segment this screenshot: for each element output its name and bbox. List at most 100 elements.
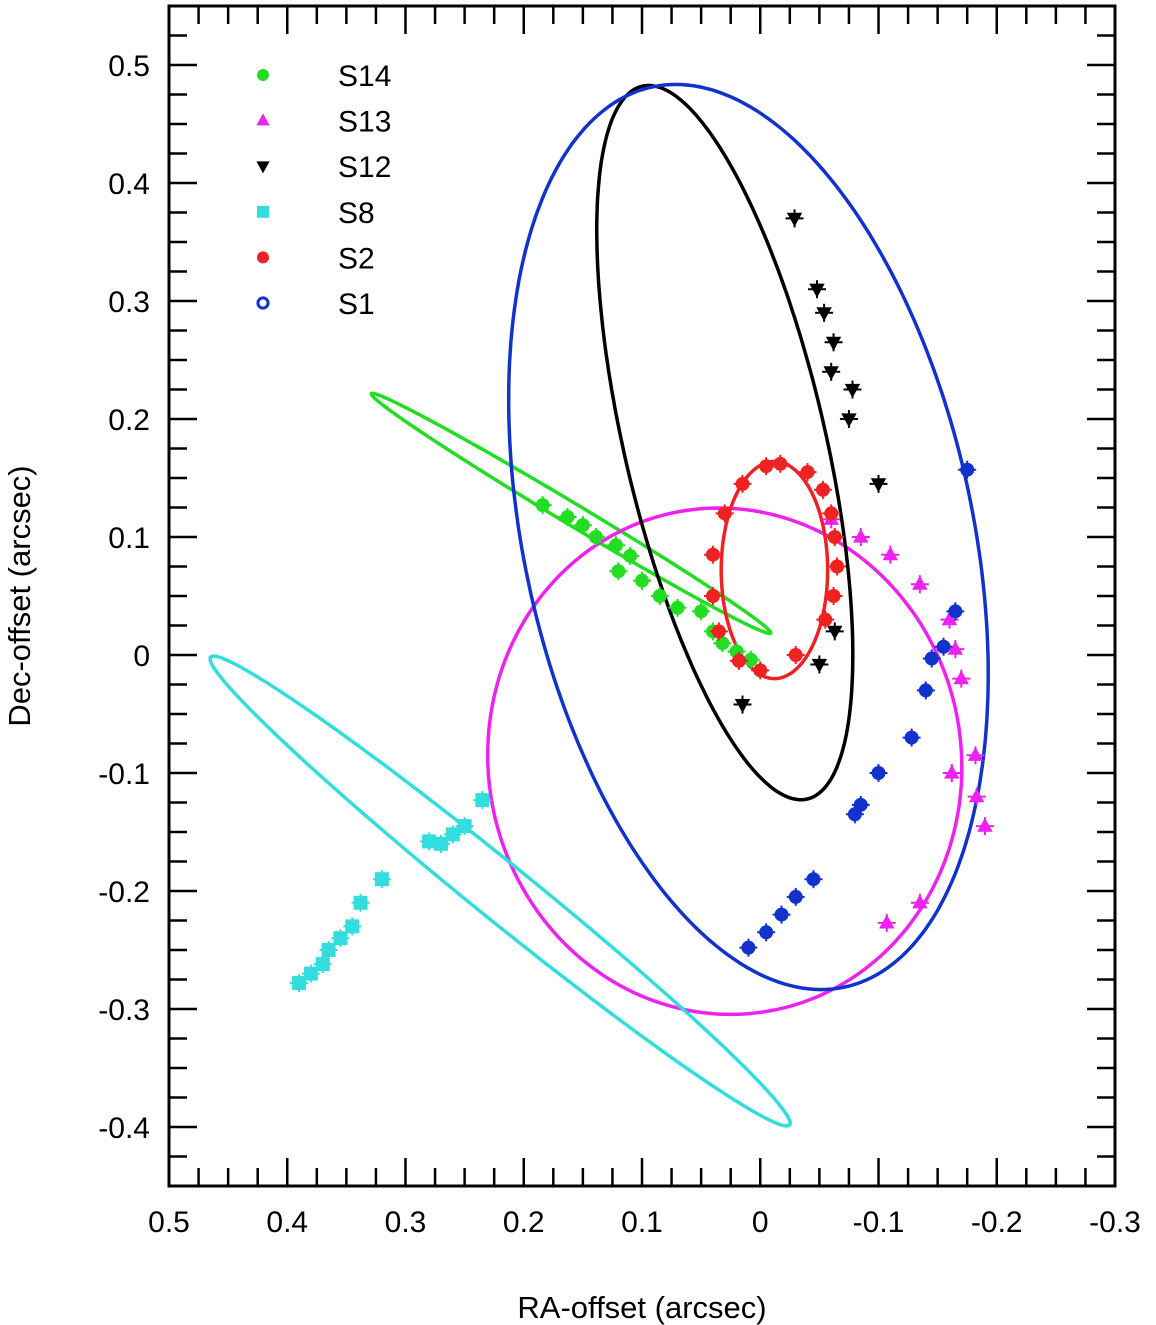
point-s2 [735,476,750,491]
point-s13 [912,894,928,909]
y-tick-label: 0.2 [108,404,150,437]
legend-label-s8: S8 [338,197,375,230]
point-s2 [818,612,833,627]
plot-frame [167,4,1117,1188]
point-s2 [773,456,788,471]
y-axis-label: Dec-offset (arcsec) [2,465,37,726]
legend-label-s13: S13 [338,106,391,139]
point-s2 [788,648,803,662]
x-tick-label: 0.3 [385,1206,427,1239]
y-tick-label: 0.1 [108,522,150,555]
point-s8 [303,966,318,981]
y-tick-label: 0.4 [108,168,150,201]
point-s2 [815,482,830,497]
point-s8 [445,827,460,842]
point-s2 [717,506,732,521]
point-s12 [841,413,857,428]
point-s13 [953,670,969,685]
legend-label-s14: S14 [338,60,391,93]
point-s2 [800,465,815,480]
y-tick-label: 0.5 [108,50,150,83]
point-s1 [948,604,963,619]
point-s13 [879,914,895,929]
orbit-curves [208,82,990,1128]
legend-label-s1: S1 [338,288,375,321]
point-s1 [788,889,803,904]
point-s12 [734,698,751,713]
orbit-s1 [506,82,990,992]
legend-marker-s14 [257,69,269,81]
x-tick-label: 0.5 [148,1206,190,1239]
point-s2 [705,547,720,562]
point-s13 [941,611,958,626]
point-s1 [806,872,821,887]
x-tick-label: 0.4 [266,1206,308,1239]
point-s12 [786,212,803,227]
point-s14 [670,600,685,615]
point-s1 [918,683,933,698]
point-s12 [811,658,828,673]
point-s8 [353,895,368,910]
point-s14 [560,509,575,524]
point-s14 [635,573,649,588]
legend-marker-s8 [257,205,269,218]
point-s12 [816,307,832,322]
legend-marker-s1 [256,296,270,310]
point-s2 [731,653,746,668]
point-s1 [904,730,919,745]
x-tick-label: -0.1 [853,1206,905,1239]
point-s14 [715,636,730,651]
point-s1 [936,639,951,654]
point-s13 [947,640,964,655]
point-s13 [968,788,985,803]
orbit-s13 [485,506,964,1017]
point-s8 [292,976,307,991]
point-s13 [944,764,960,779]
point-s14 [694,604,709,619]
point-s2 [753,663,768,678]
point-s14 [743,652,758,667]
point-s1 [774,907,789,922]
point-s1 [847,807,862,822]
point-s13 [912,575,928,590]
point-s1 [871,766,886,780]
point-s12 [870,478,887,493]
point-s8 [457,819,472,834]
x-tick-label: 0.2 [503,1206,545,1239]
point-s8 [374,872,389,887]
legend-marker-s12 [256,161,270,174]
point-s14 [535,498,550,513]
x-tick-label: -0.3 [1089,1206,1141,1239]
point-s14 [588,530,603,544]
orbit-s8 [208,654,792,1128]
legend-label-s12: S12 [338,151,391,184]
point-s13 [977,817,993,832]
x-tick-labels: 0.5 0.4 0.3 0.2 0.1 0 -0.1 -0.2 -0.3 [148,1206,1141,1239]
point-s14 [623,548,638,563]
x-tick-label: -0.2 [971,1206,1023,1239]
x-axis-label: RA-offset (arcsec) [517,1290,766,1325]
y-tick-label: -0.4 [98,1112,150,1145]
y-tick-label: 0 [133,640,150,673]
point-s8 [433,836,448,851]
point-s13 [853,528,869,543]
y-tick-labels: 0.5 0.4 0.3 0.2 0.1 0 -0.1 -0.2 -0.3 -0.4 [98,50,150,1145]
point-s8 [475,793,490,808]
point-s8 [345,919,360,934]
point-s2 [830,559,845,574]
point-s12 [844,383,861,398]
point-s2 [827,530,842,544]
legend-marker-s2 [257,251,269,264]
axis-ticks [167,4,1117,1188]
point-s1 [759,925,774,940]
point-s8 [315,957,330,972]
point-s8 [321,943,336,957]
point-s12 [827,625,843,640]
point-s12 [809,283,825,298]
point-s14 [608,538,623,553]
orbit-s14 [369,391,773,636]
legend-marker-s13 [256,113,270,126]
data-points [290,209,994,993]
point-s8 [422,834,437,849]
